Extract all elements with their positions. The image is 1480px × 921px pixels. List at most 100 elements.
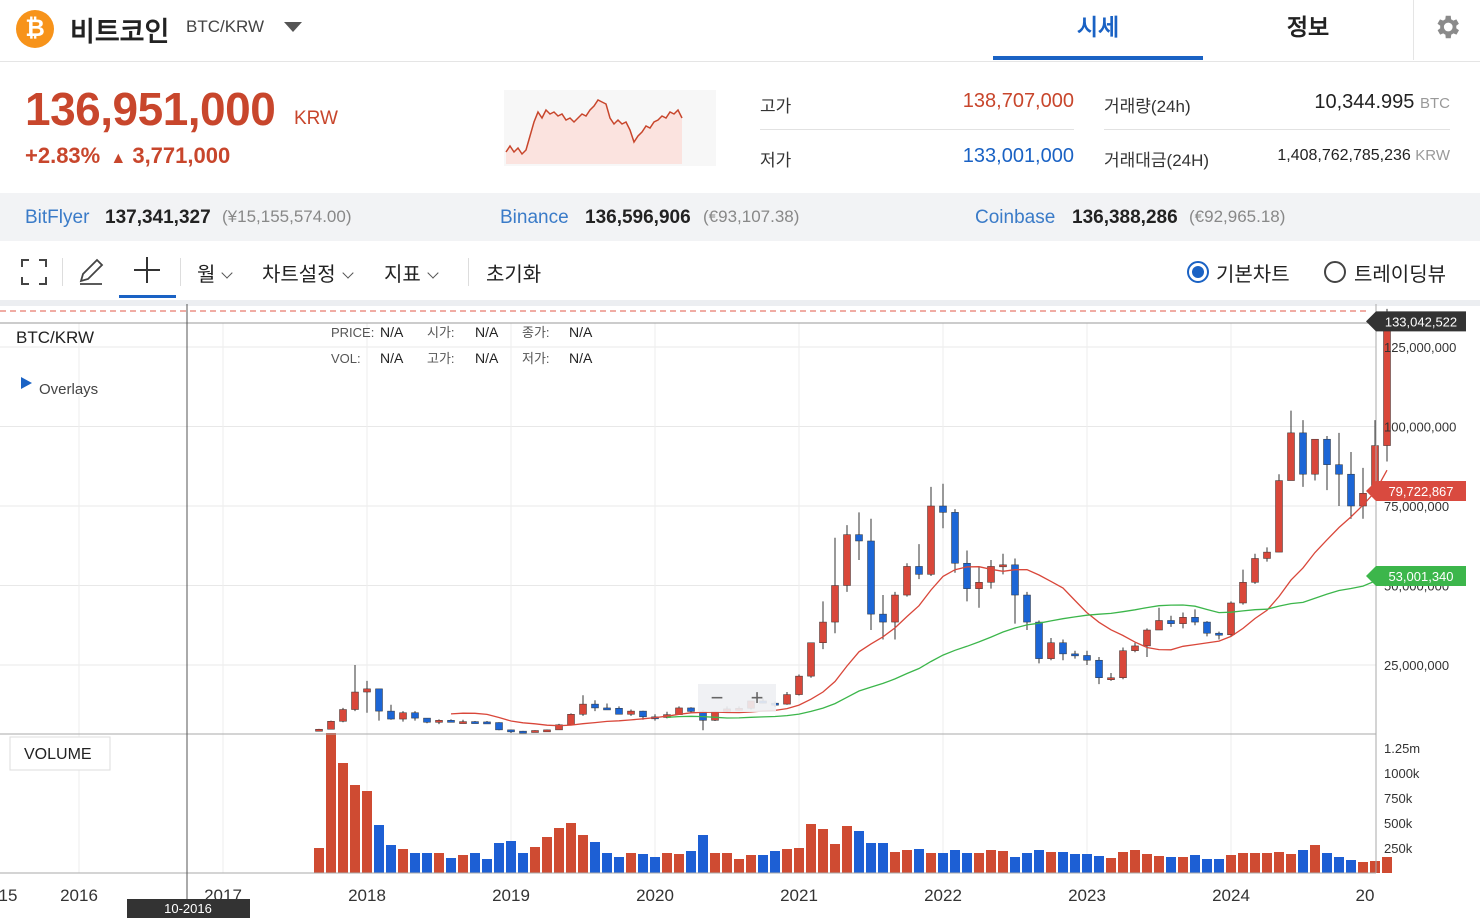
current-price: 136,951,000 <box>25 83 276 135</box>
exchange-price-bar: BitFlyer 137,341,327 (¥15,155,574.00) Bi… <box>0 193 1480 241</box>
volume-bar <box>938 853 948 873</box>
volume-bar <box>386 845 396 873</box>
candle-body <box>591 703 599 709</box>
volume-bar <box>482 859 492 873</box>
volume-bar <box>374 825 384 873</box>
overlays-toggle-icon[interactable] <box>21 377 32 389</box>
crosshair-icon <box>134 257 160 283</box>
volume-bar <box>794 848 804 873</box>
indicators-menu[interactable]: 지표 <box>384 258 439 287</box>
volume-bar <box>782 849 792 873</box>
volume-bar <box>530 847 540 873</box>
info-low-label: 저가: <box>522 351 550 366</box>
volume-bar <box>1130 850 1140 873</box>
candle-body <box>891 594 899 623</box>
chart-settings-menu[interactable]: 차트설정 <box>262 258 354 287</box>
volume-bar <box>1286 854 1296 873</box>
volume-bar <box>1142 854 1152 873</box>
x-axis-label: 20 <box>1356 886 1375 905</box>
overlays-label[interactable]: Overlays <box>39 381 98 398</box>
candle-body <box>579 703 587 715</box>
reset-button[interactable]: 초기화 <box>486 264 542 286</box>
tradingview-label[interactable]: 트레이딩뷰 <box>1354 264 1446 286</box>
candle-body <box>1131 645 1139 651</box>
candle-body <box>423 717 431 723</box>
volume-bar <box>590 842 600 873</box>
zoom-in-button[interactable]: + <box>751 685 764 710</box>
trade-value: 1,408,762,785,236 KRW <box>1220 147 1450 165</box>
price-tag-label: 53,001,340 <box>1388 569 1453 584</box>
candlesticks <box>315 308 1391 734</box>
exchange-coinbase-price: 136,388,286 <box>1072 207 1178 228</box>
candle-body <box>1023 594 1031 623</box>
radio-basic-chart[interactable] <box>1187 261 1209 283</box>
candle-body <box>543 729 551 733</box>
candle-body <box>903 566 911 596</box>
info-price-label: PRICE: <box>331 325 374 340</box>
candle-body <box>615 707 623 715</box>
volume-bar <box>410 853 420 873</box>
x-axis-label: 2016 <box>60 886 98 905</box>
volume-label: 거래량(24h) <box>1104 97 1191 116</box>
volume-bar <box>1058 852 1068 873</box>
x-axis-label: 2024 <box>1212 886 1250 905</box>
moving-average-short-line <box>450 469 1388 727</box>
volume-bar <box>458 855 468 873</box>
info-high-value: N/A <box>475 350 499 366</box>
volume-bar <box>746 855 756 873</box>
volume-bar <box>422 853 432 873</box>
exchange-bitflyer-price: 137,341,327 <box>105 207 211 228</box>
candle-body <box>603 707 611 711</box>
gear-icon[interactable] <box>1432 12 1462 42</box>
basic-chart-label[interactable]: 기본차트 <box>1216 264 1290 286</box>
up-arrow-icon: ▲ <box>110 150 127 167</box>
fullscreen-icon[interactable] <box>20 258 48 286</box>
coin-select-caret-icon[interactable] <box>284 22 302 32</box>
exchange-binance-name[interactable]: Binance <box>500 207 569 228</box>
x-axis-label: 2018 <box>348 886 386 905</box>
volume-bar <box>998 851 1008 873</box>
exchange-coinbase-name[interactable]: Coinbase <box>975 207 1056 228</box>
tab-market[interactable]: 시세 <box>993 0 1203 60</box>
header: ₿ 비트코인 BTC/KRW 시세 정보 <box>0 0 1480 62</box>
candle-body <box>1143 629 1151 647</box>
candle-body <box>375 688 383 712</box>
pencil-icon[interactable] <box>76 256 106 286</box>
candle-body <box>1239 582 1247 604</box>
tab-info[interactable]: 정보 <box>1286 14 1330 40</box>
exchange-coinbase-converted: (€92,965.18) <box>1189 207 1286 226</box>
crosshair-tool-button[interactable] <box>119 242 176 298</box>
price-tag-label: 79,722,867 <box>1388 484 1453 499</box>
price-axis-label: 75,000,000 <box>1384 499 1449 514</box>
info-low-value: N/A <box>569 350 593 366</box>
volume-bar <box>974 853 984 873</box>
exchange-bitflyer-name[interactable]: BitFlyer <box>25 207 90 228</box>
candle-body <box>1059 642 1067 655</box>
candle-body <box>807 642 815 677</box>
price-axis-label: 25,000,000 <box>1384 658 1449 673</box>
chart-symbol: BTC/KRW <box>16 328 94 347</box>
x-axis-label: 2023 <box>1068 886 1106 905</box>
volume-bar <box>902 850 912 873</box>
radio-tradingview[interactable] <box>1324 261 1346 283</box>
volume-bar <box>734 859 744 873</box>
price-chart[interactable]: 125,000,000100,000,00075,000,00050,000,0… <box>0 304 1480 921</box>
candle-body <box>1107 677 1115 680</box>
candle-body <box>843 534 851 586</box>
candle-body <box>1167 620 1175 624</box>
zoom-out-button[interactable]: − <box>711 685 724 710</box>
radio-selected-dot <box>1192 266 1204 278</box>
stats-divider <box>760 129 1074 130</box>
period-select[interactable]: 월 <box>197 258 234 287</box>
volume-bar <box>434 853 444 873</box>
candle-body <box>483 721 491 725</box>
candle-body <box>1203 621 1211 634</box>
price-tag <box>1366 565 1466 586</box>
volume-bar <box>1214 859 1224 873</box>
price-axis-label: 100,000,000 <box>1384 420 1456 435</box>
volume-bar <box>470 853 480 873</box>
volume-bar <box>650 857 660 873</box>
candle-body <box>339 709 347 722</box>
volume-bar <box>1310 845 1320 873</box>
volume-bar <box>1226 855 1236 873</box>
